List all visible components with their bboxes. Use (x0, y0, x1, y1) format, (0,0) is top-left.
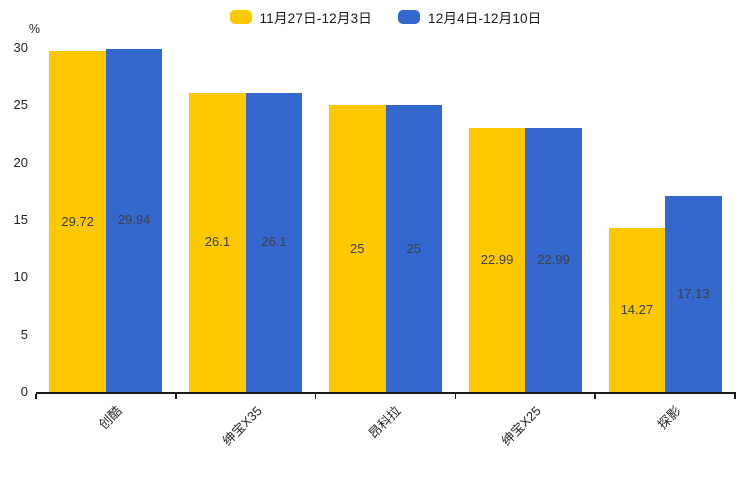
x-category-label: 探影 (654, 403, 684, 433)
y-tick-label: 10 (13, 269, 28, 285)
x-category-label: 绅宝X25 (498, 403, 545, 449)
bar-value-label: 17.13 (677, 285, 710, 301)
x-axis-tick-mark (734, 394, 736, 399)
bar-value-label: 26.1 (261, 234, 287, 250)
y-tick-label: 30 (13, 40, 28, 55)
legend-label: 11月27日-12月3日 (259, 11, 372, 26)
legend-swatch-icon (398, 10, 420, 24)
bar-series-2-创酷 (105, 48, 163, 392)
x-axis-tick-mark (314, 394, 317, 399)
x-category-label: 绅宝X35 (219, 403, 265, 449)
y-tick-label: 15 (13, 212, 28, 227)
bar-series-2-绅宝X35 (245, 92, 303, 392)
bar-value-label: 26.1 (204, 234, 231, 250)
legend-item-series-1[interactable]: 11月27日-12月3日 (229, 7, 372, 27)
bar-series-1-昂科拉 (329, 105, 386, 392)
bar-value-label: 22.99 (480, 252, 514, 268)
bar-series-1-绅宝X35 (189, 92, 246, 392)
x-axis-line (36, 392, 736, 394)
x-axis-tick-mark (175, 394, 177, 399)
y-tick-label: 25 (13, 97, 28, 113)
bar-series-1-绅宝X25 (468, 128, 526, 392)
bar-value-label: 25 (406, 240, 421, 256)
legend-item-series-2[interactable]: 12月4日-12月10日 (398, 7, 541, 27)
bar-value-label: 25 (350, 240, 365, 256)
bar-series-1-创酷 (49, 51, 106, 392)
bar-value-label: 29.94 (117, 212, 151, 228)
bar-series-2-绅宝X25 (525, 128, 582, 392)
y-tick-label: 5 (20, 326, 28, 342)
x-axis-tick-mark (454, 394, 457, 399)
x-category-label: 创酷 (95, 403, 125, 433)
x-axis-tick-mark (35, 394, 37, 399)
legend-label: 12月4日-12月10日 (428, 11, 542, 26)
y-axis-unit-label: % (28, 22, 40, 36)
y-tick-label: 0 (20, 384, 28, 399)
x-axis-tick-mark (594, 394, 596, 399)
legend-swatch-icon (229, 10, 252, 24)
legend: 11月27日-12月3日 12月4日-12月10日 (36, 7, 735, 27)
y-tick-label: 20 (13, 154, 28, 170)
bar-value-label: 14.27 (620, 302, 654, 318)
bar-series-2-探影 (665, 195, 722, 392)
bar-value-label: 22.99 (537, 252, 570, 268)
bar-series-1-探影 (608, 228, 666, 392)
bar-value-label: 29.72 (61, 213, 94, 229)
x-category-label: 昂科拉 (366, 403, 405, 442)
bar-series-2-昂科拉 (385, 105, 442, 392)
